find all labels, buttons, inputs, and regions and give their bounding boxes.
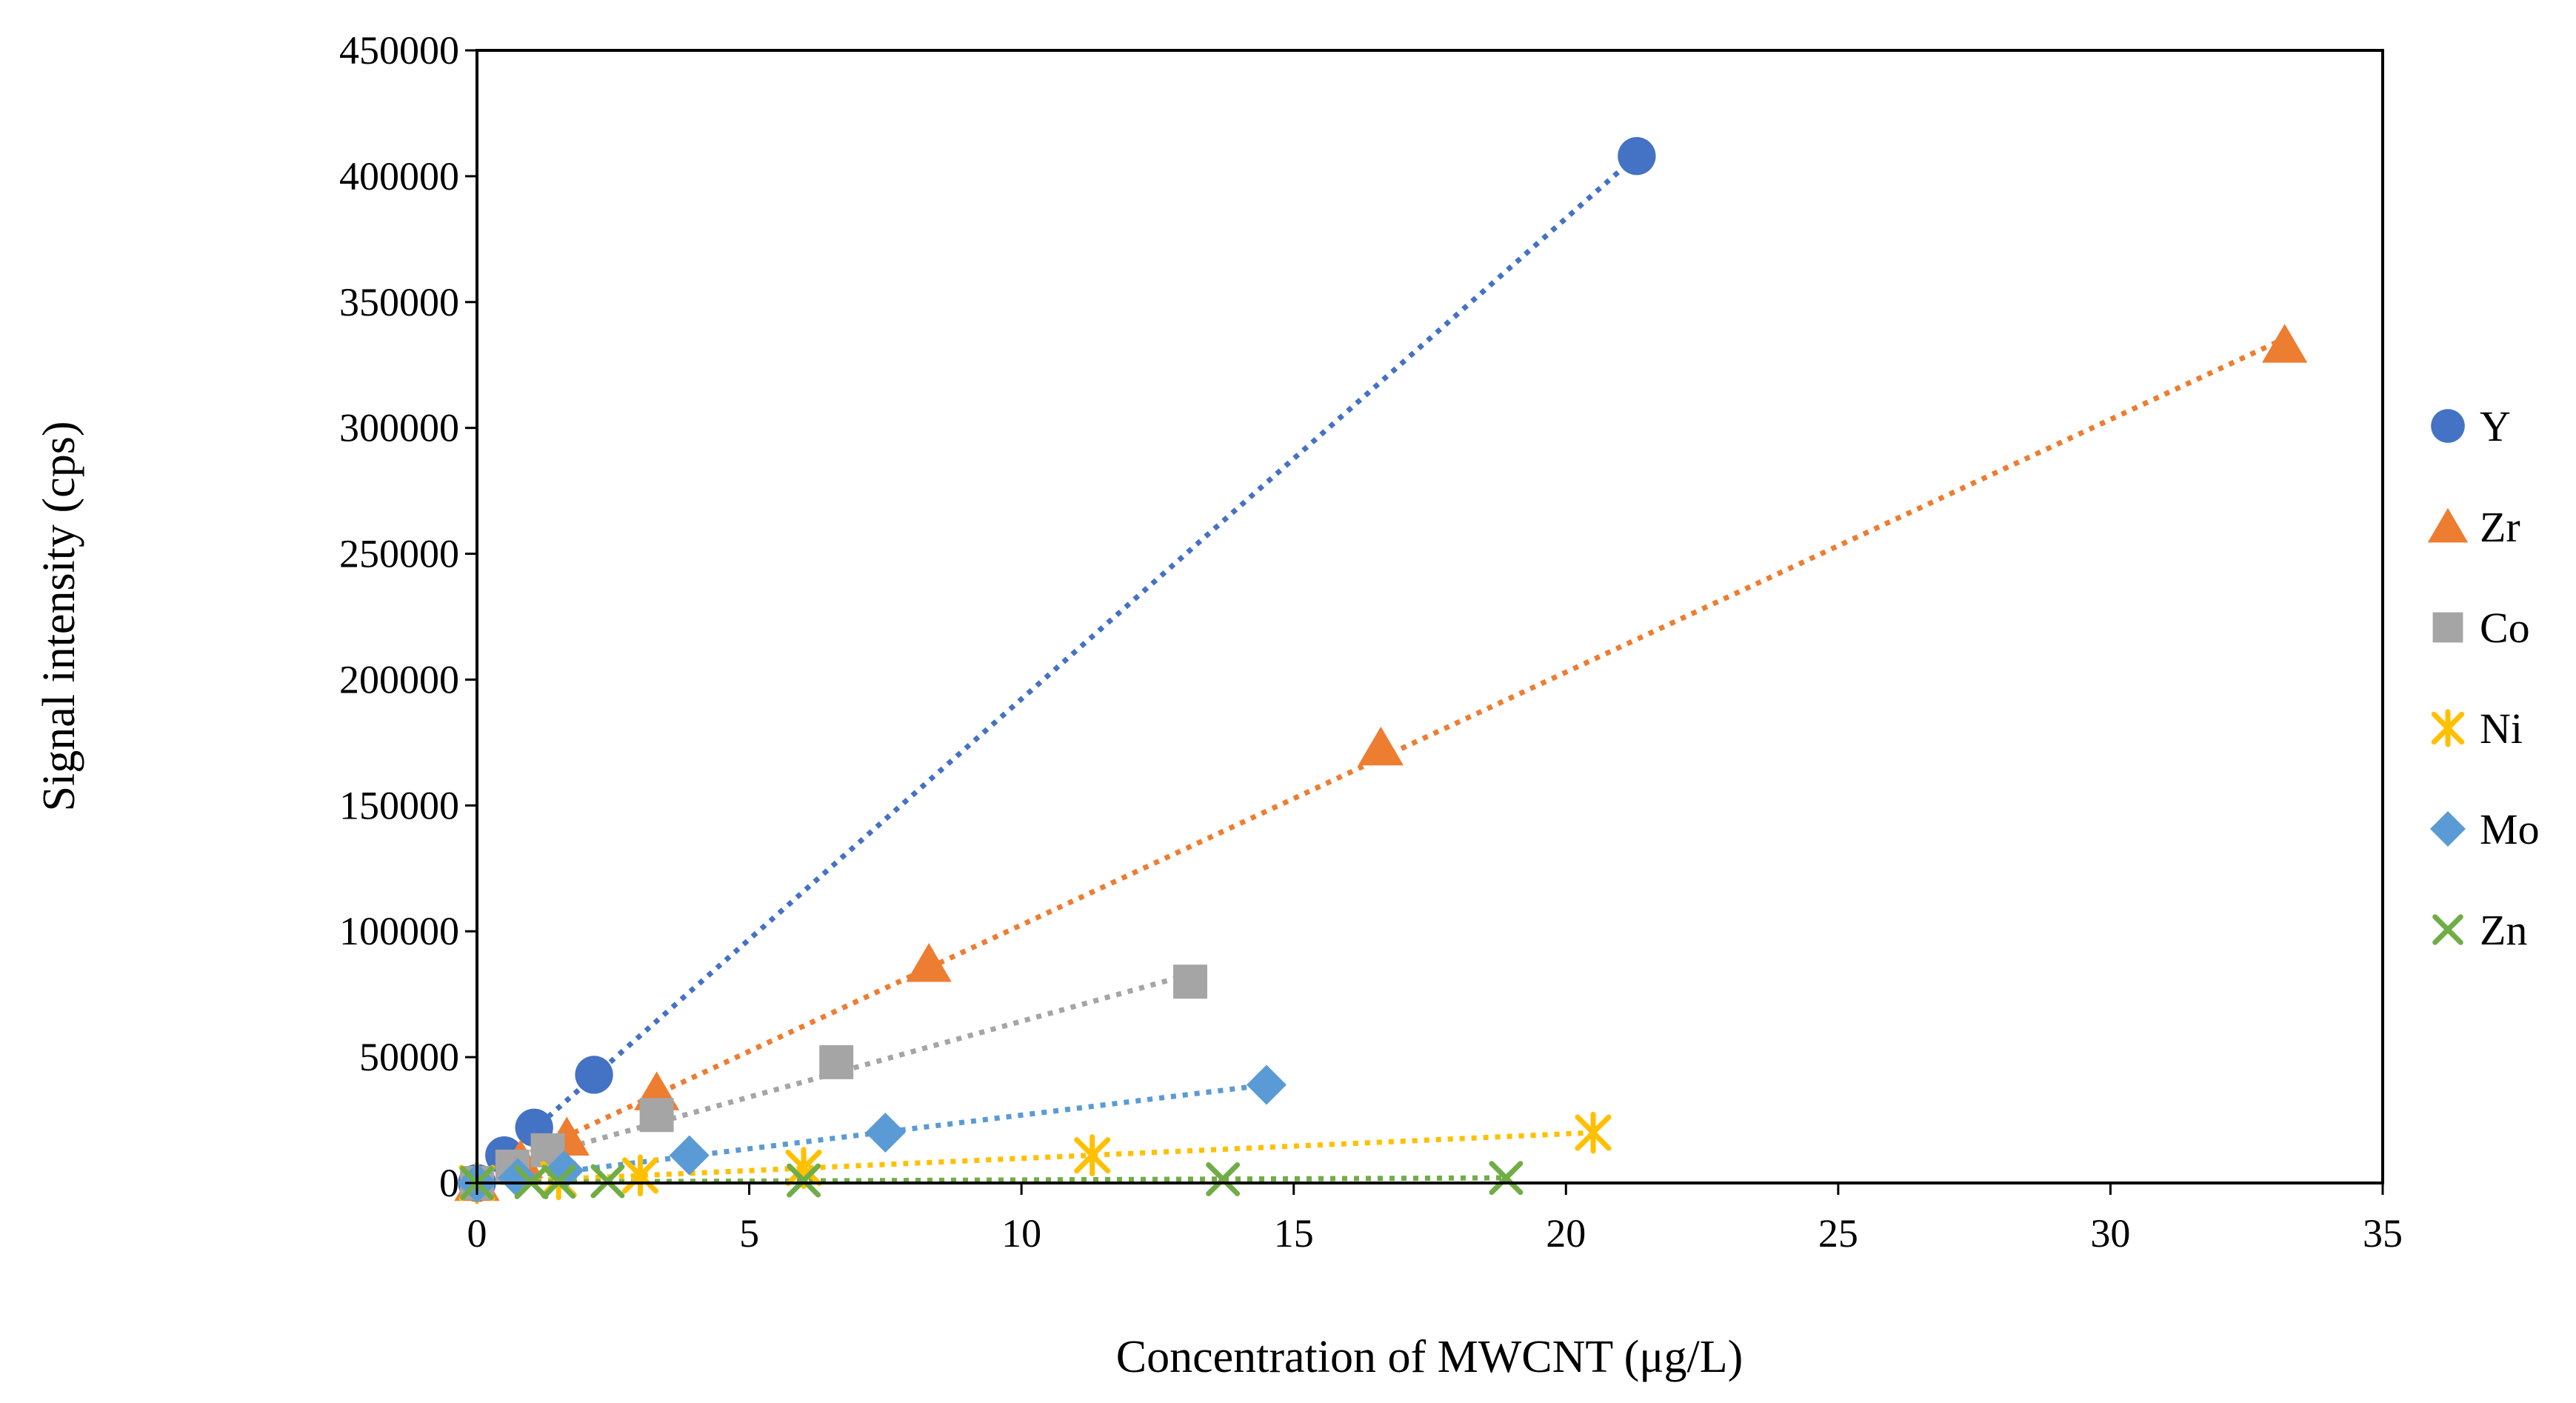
x-axis-title: Concentration of MWCNT (μg/L) (1116, 1332, 1744, 1382)
data-point-y (1618, 137, 1656, 176)
x-tick-label: 0 (467, 1211, 487, 1256)
data-point-co (819, 1044, 854, 1079)
data-point-ni (621, 1154, 659, 1197)
data-point-mo (865, 1113, 906, 1153)
legend-label-zr: Zr (2480, 503, 2520, 551)
data-point-zn (590, 1164, 625, 1199)
x-tick-label: 10 (1001, 1211, 1041, 1256)
trendline-y (475, 153, 1639, 1182)
data-point-mo (669, 1135, 710, 1176)
trendline-zn (476, 1175, 1506, 1185)
x-tick-label: 20 (1546, 1211, 1586, 1256)
legend-marker-co (2432, 612, 2463, 643)
legend-label-y: Y (2480, 402, 2511, 450)
legend-label-mo: Mo (2480, 805, 2540, 853)
legend-marker-ni (2431, 709, 2465, 747)
data-points (454, 137, 2308, 1204)
x-tick-label: 30 (2090, 1211, 2130, 1256)
trendline-mo (476, 1082, 1267, 1185)
y-tick-label: 0 (439, 1161, 459, 1205)
plot-area-border (476, 49, 2384, 1184)
y-tick-label: 350000 (339, 280, 459, 324)
y-axis: 0 50000 100000 150000 200000 250000 300000 3500… (339, 28, 477, 1205)
legend-label-ni: Ni (2480, 704, 2523, 753)
x-tick-label: 35 (2363, 1211, 2403, 1256)
trendline-ni (476, 1130, 1594, 1186)
legend: Y Zr Co Ni Mo Zn (2427, 402, 2540, 954)
legend-marker-zr (2427, 507, 2469, 543)
y-tick-label: 300000 (339, 406, 459, 450)
data-point-zn (1489, 1161, 1524, 1196)
y-tick-label: 50000 (359, 1035, 459, 1079)
data-point-ni (1074, 1134, 1111, 1176)
data-point-zr (2262, 324, 2308, 363)
data-point-zn (1206, 1162, 1241, 1196)
y-axis-title: Signal intensity (cps) (34, 421, 84, 812)
data-point-zr (1358, 726, 1404, 766)
trendlines (475, 153, 2286, 1186)
x-tick-label: 15 (1274, 1211, 1314, 1256)
data-point-mo (1246, 1064, 1287, 1105)
data-point-ni (1575, 1111, 1612, 1154)
data-point-y (575, 1056, 613, 1094)
y-tick-label: 250000 (339, 532, 459, 576)
legend-label-co: Co (2480, 604, 2530, 652)
y-tick-label: 200000 (339, 657, 459, 702)
legend-marker-zn (2432, 914, 2463, 945)
x-tick-label: 25 (1818, 1211, 1858, 1256)
data-point-co (639, 1098, 674, 1133)
x-axis: 0 5 10 15 20 25 30 35 (467, 1183, 2403, 1256)
data-point-zr (906, 943, 952, 982)
data-point-zn (787, 1163, 821, 1198)
y-tick-label: 150000 (339, 783, 459, 827)
x-tick-label: 5 (739, 1211, 759, 1256)
y-tick-label: 100000 (339, 909, 459, 953)
legend-marker-mo (2430, 811, 2466, 847)
data-point-co (1173, 964, 1207, 999)
legend-label-zn: Zn (2480, 906, 2527, 954)
y-tick-label: 450000 (339, 28, 459, 73)
legend-marker-y (2431, 409, 2465, 443)
y-tick-label: 400000 (339, 154, 459, 199)
